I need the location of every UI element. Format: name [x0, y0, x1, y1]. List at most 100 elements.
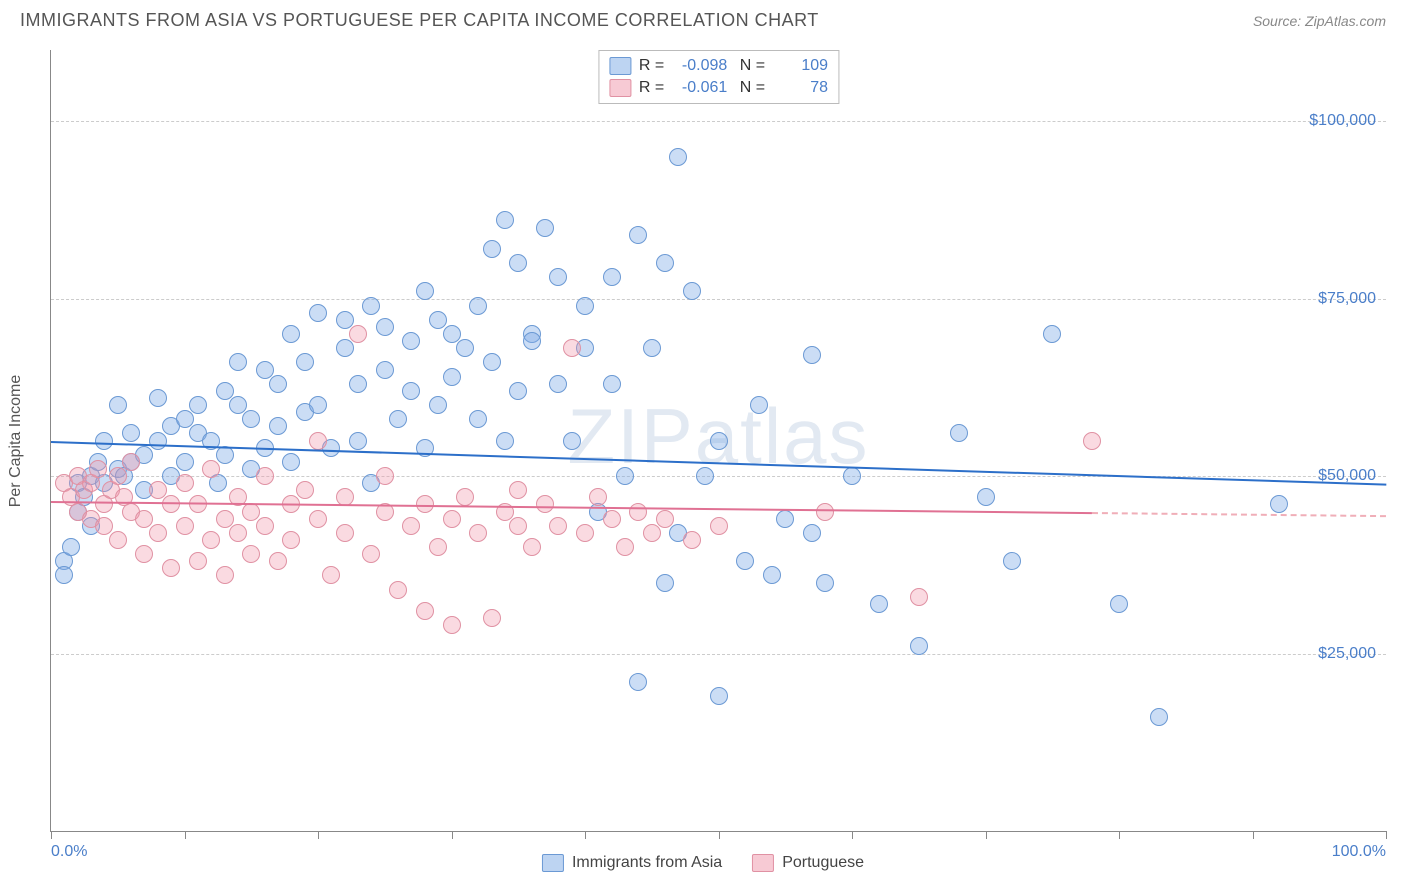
data-point — [443, 510, 461, 528]
data-point — [242, 545, 260, 563]
data-point — [803, 524, 821, 542]
data-point — [1083, 432, 1101, 450]
data-point — [349, 325, 367, 343]
data-point — [149, 389, 167, 407]
bottom-legend: Immigrants from Asia Portuguese — [542, 854, 864, 872]
stat-r-port: -0.061 — [672, 79, 727, 97]
data-point — [376, 467, 394, 485]
data-point — [202, 531, 220, 549]
data-point — [1150, 708, 1168, 726]
data-point — [549, 268, 567, 286]
data-point — [509, 382, 527, 400]
data-point — [336, 339, 354, 357]
data-point — [216, 510, 234, 528]
data-point — [549, 517, 567, 535]
data-point — [149, 481, 167, 499]
data-point — [109, 531, 127, 549]
data-point — [456, 339, 474, 357]
data-point — [509, 517, 527, 535]
chart-title: IMMIGRANTS FROM ASIA VS PORTUGUESE PER C… — [20, 10, 819, 31]
ytick-label: $75,000 — [1318, 290, 1376, 308]
trend-line — [51, 501, 1092, 514]
data-point — [616, 467, 634, 485]
data-point — [443, 616, 461, 634]
data-point — [496, 211, 514, 229]
data-point — [563, 432, 581, 450]
data-point — [469, 524, 487, 542]
xtick-label-max: 100.0% — [1332, 843, 1386, 861]
data-point — [216, 566, 234, 584]
data-point — [109, 467, 127, 485]
data-point — [135, 510, 153, 528]
data-point — [1003, 552, 1021, 570]
data-point — [977, 488, 995, 506]
data-point — [469, 410, 487, 428]
data-point — [309, 396, 327, 414]
data-point — [176, 410, 194, 428]
data-point — [296, 481, 314, 499]
legend-item-asia: Immigrants from Asia — [542, 854, 722, 872]
xtick — [585, 831, 586, 839]
data-point — [389, 581, 407, 599]
data-point — [509, 481, 527, 499]
data-point — [656, 510, 674, 528]
data-point — [229, 396, 247, 414]
data-point — [549, 375, 567, 393]
data-point — [216, 382, 234, 400]
xtick — [1119, 831, 1120, 839]
data-point — [416, 282, 434, 300]
data-point — [389, 410, 407, 428]
data-point — [483, 240, 501, 258]
stat-r-label: R = — [639, 57, 664, 75]
data-point — [135, 545, 153, 563]
data-point — [910, 588, 928, 606]
data-point — [483, 353, 501, 371]
xtick — [719, 831, 720, 839]
data-point — [109, 396, 127, 414]
data-point — [469, 297, 487, 315]
data-point — [149, 432, 167, 450]
data-point — [750, 396, 768, 414]
data-point — [950, 424, 968, 442]
data-point — [162, 495, 180, 513]
stats-row-portuguese: R = -0.061 N = 78 — [609, 77, 828, 99]
data-point — [710, 432, 728, 450]
swatch-blue-icon — [609, 57, 631, 75]
data-point — [349, 432, 367, 450]
data-point — [256, 467, 274, 485]
xtick — [185, 831, 186, 839]
data-point — [256, 361, 274, 379]
data-point — [402, 332, 420, 350]
data-point — [603, 375, 621, 393]
data-point — [656, 254, 674, 272]
data-point — [643, 339, 661, 357]
xtick — [986, 831, 987, 839]
data-point — [816, 503, 834, 521]
stats-row-asia: R = -0.098 N = 109 — [609, 55, 828, 77]
stat-n-label: N = — [735, 57, 765, 75]
data-point — [189, 552, 207, 570]
xtick — [51, 831, 52, 839]
xtick-label-min: 0.0% — [51, 843, 87, 861]
data-point — [429, 396, 447, 414]
data-point — [843, 467, 861, 485]
data-point — [603, 268, 621, 286]
data-point — [282, 531, 300, 549]
data-point — [176, 474, 194, 492]
legend-label-asia: Immigrants from Asia — [572, 854, 722, 872]
data-point — [269, 375, 287, 393]
data-point — [416, 602, 434, 620]
legend-label-portuguese: Portuguese — [782, 854, 864, 872]
xtick — [1386, 831, 1387, 839]
legend-item-portuguese: Portuguese — [752, 854, 864, 872]
swatch-pink-icon — [752, 854, 774, 872]
data-point — [816, 574, 834, 592]
data-point — [95, 517, 113, 535]
data-point — [763, 566, 781, 584]
trend-line-dashed — [1092, 512, 1386, 517]
data-point — [669, 148, 687, 166]
data-point — [710, 517, 728, 535]
data-point — [696, 467, 714, 485]
data-point — [176, 453, 194, 471]
data-point — [523, 538, 541, 556]
